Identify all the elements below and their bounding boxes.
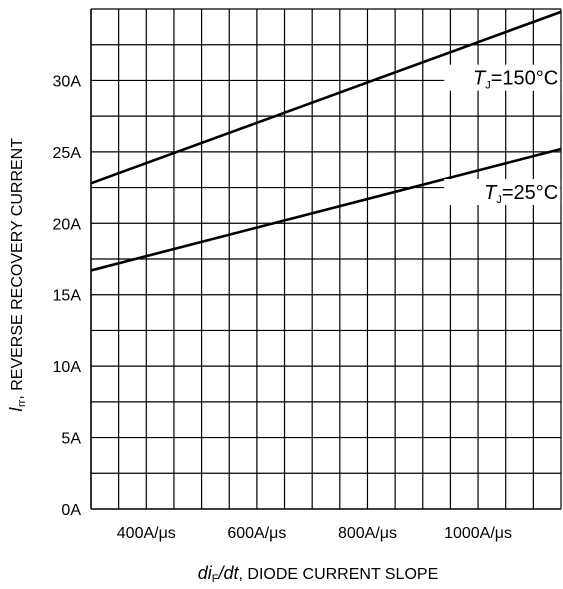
x-tick-label: 1000A/μs [444,525,512,542]
series-label-rest: =25°C [502,182,558,204]
y-axis-title-italic: I [6,407,26,412]
series-label-tj-150c: TJ=150°C [473,68,558,92]
series-label-main: T [484,182,498,204]
x-axis-title-sub: F [212,573,219,585]
series-line-tj-25c [90,147,562,272]
series-label-sub: J [485,80,491,92]
series-line-tj-150c [90,10,562,185]
series-labels: TJ=150°CTJ=25°C [444,64,561,206]
series-label-main: T [473,68,487,90]
x-axis-title-rest: , DIODE CURRENT SLOPE [239,566,439,583]
y-tick-label: 15A [53,288,82,305]
y-tick-label: 10A [53,359,82,376]
y-tick-label: 25A [53,145,82,162]
x-tick-label: 600A/μs [227,525,286,542]
y-tick-label: 30A [53,73,82,90]
y-tick-labels: 0A 5A 10A 15A 20A 25A 30A [53,73,82,519]
y-tick-label: 20A [53,216,82,233]
y-tick-label: 0A [61,502,81,519]
series-label-tj-25c: TJ=25°C [484,182,558,206]
y-axis-title: Irr, REVERSE RECOVERY CURRENT [6,138,28,412]
plot-frame [90,8,562,510]
x-tick-labels: 400A/μs 600A/μs 800A/μs 1000A/μs [117,525,512,542]
series-label-background [444,179,561,205]
y-axis-title-sub: rr [16,399,28,407]
x-tick-label: 800A/μs [338,525,397,542]
series-label-background [444,64,561,91]
y-tick-label: 5A [61,431,81,448]
y-axis-title-rest: , REVERSE RECOVERY CURRENT [9,138,26,400]
x-axis-title: diF/dt, DIODE CURRENT SLOPE [198,563,439,585]
x-axis-title-italic: di [198,563,213,583]
series-lines [90,10,562,272]
x-tick-label: 400A/μs [117,525,176,542]
x-axis-title-italic-tail: /dt [216,563,239,583]
series-label-sub: J [496,194,502,206]
series-label-rest: =150°C [491,68,559,90]
